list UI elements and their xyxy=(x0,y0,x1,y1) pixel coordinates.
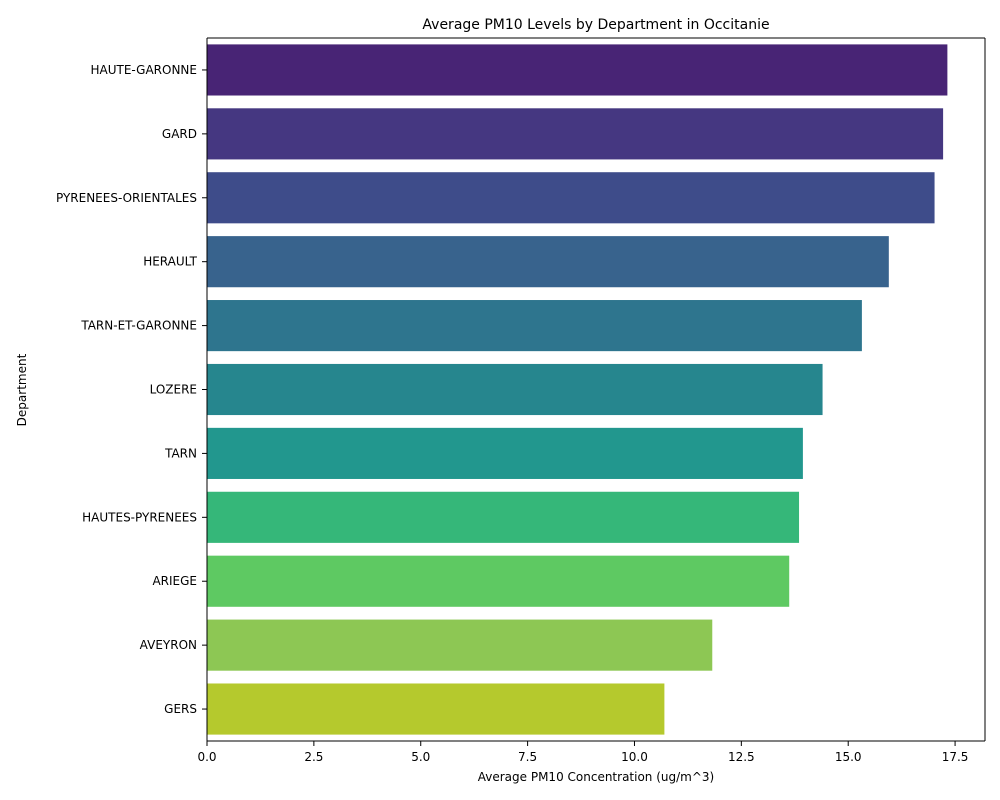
y-tick-label: TARN-ET-GARONNE xyxy=(80,319,197,333)
y-tick-label: ARIEGE xyxy=(152,574,197,588)
y-tick-label: HERAULT xyxy=(143,255,197,269)
x-tick-label: 5.0 xyxy=(411,750,430,764)
y-axis-label: Department xyxy=(15,353,29,426)
y-tick-label: TARN xyxy=(164,446,197,460)
x-tick-label: 7.5 xyxy=(518,750,537,764)
chart-title: Average PM10 Levels by Department in Occ… xyxy=(422,17,769,33)
y-tick-label: HAUTES-PYRENEES xyxy=(82,510,197,524)
bar-lozere xyxy=(207,363,823,416)
bar-ariege xyxy=(207,555,790,607)
x-axis-label: Average PM10 Concentration (ug/m^3) xyxy=(478,770,714,784)
bar-tarn xyxy=(207,427,803,479)
x-tick-label: 17.5 xyxy=(942,750,969,764)
y-tick-label: HAUTE-GARONNE xyxy=(90,63,197,77)
bar-gers xyxy=(207,683,665,735)
x-tick-label: 10.0 xyxy=(621,750,648,764)
y-tick-label: PYRENEES-ORIENTALES xyxy=(56,191,197,205)
x-axis-ticks: 0.0 2.5 5.0 7.5 10.0 12.5 15.0 17.5 xyxy=(197,741,968,764)
x-tick-label: 0.0 xyxy=(197,750,216,764)
y-tick-label: GARD xyxy=(162,127,197,141)
y-tick-label: AVEYRON xyxy=(140,638,197,652)
bar-herault xyxy=(207,236,889,288)
bars-group xyxy=(207,44,948,735)
bar-haute-garonne xyxy=(207,44,948,96)
y-tick-label: LOZERE xyxy=(150,383,197,397)
bar-tarn-et-garonne xyxy=(207,300,862,352)
x-tick-label: 2.5 xyxy=(304,750,323,764)
y-axis-ticks: HAUTE-GARONNE GARD PYRENEES-ORIENTALES HERA… xyxy=(56,63,207,716)
x-tick-label: 15.0 xyxy=(835,750,862,764)
y-tick-label: GERS xyxy=(164,702,197,716)
bar-aveyron xyxy=(207,619,713,671)
bar-gard xyxy=(207,108,944,160)
bar-pyrenees-orientales xyxy=(207,172,935,224)
x-tick-label: 12.5 xyxy=(728,750,755,764)
bar-hautes-pyrenees xyxy=(207,491,800,543)
